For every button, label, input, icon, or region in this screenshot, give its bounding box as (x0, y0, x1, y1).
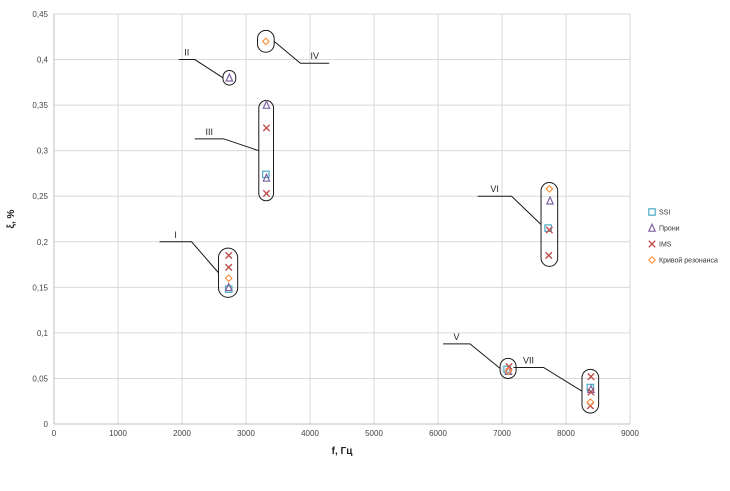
legend-marker (647, 255, 657, 265)
y-tick-label: 0,25 (32, 192, 48, 201)
y-tick-label: 0,1 (37, 329, 49, 338)
y-tick-label: 0,3 (37, 147, 49, 156)
x-tick-label: 5000 (365, 429, 383, 438)
legend-label: IMS (659, 242, 672, 249)
grid-layer (54, 13, 631, 424)
data-point (262, 172, 271, 182)
group-leader-line (477, 195, 542, 225)
y-tick-label: 0,2 (37, 238, 49, 247)
group-label: I (174, 230, 177, 240)
series-1 (224, 72, 596, 394)
group-leader-line (443, 343, 501, 369)
data-point (587, 372, 595, 381)
data-point (224, 274, 233, 283)
data-point (224, 282, 233, 292)
group-leader-line (159, 241, 219, 274)
legend-label: Прони (659, 226, 680, 233)
data-point (504, 367, 513, 376)
x-tick-label: 2000 (173, 429, 191, 438)
group-capsule (540, 182, 559, 267)
data-point (545, 195, 555, 205)
group-leader-line (273, 40, 330, 64)
group-label: II (184, 48, 189, 58)
group-label: VII (523, 356, 534, 366)
data-point (262, 189, 271, 198)
x-tick-label: 6000 (429, 429, 447, 438)
group-leader-line (194, 138, 259, 152)
y-tick-label: 0 (44, 420, 49, 429)
legend-marker (647, 222, 657, 232)
legend-label: Кривой резонанса (659, 257, 718, 265)
y-tick-label: 0,45 (32, 10, 48, 19)
group-label: V (454, 332, 460, 342)
axes-layer: 0 1000 2000 3000 4000 5000 6000 7000 8000 9000 0 0,… (6, 10, 639, 457)
series-3 (224, 37, 595, 407)
data-point (225, 263, 233, 271)
legend-label: SSI (659, 210, 670, 217)
y-tick-label: 0,05 (32, 374, 48, 383)
y-tick-label: 0,35 (32, 101, 48, 110)
group-label: III (205, 127, 213, 137)
x-tick-label: 7000 (493, 429, 511, 438)
data-point (225, 72, 234, 82)
legend-marker (648, 240, 656, 248)
data-point (545, 251, 553, 260)
group-label: VI (490, 184, 499, 194)
y-tick-label: 0,4 (37, 56, 49, 65)
data-point (262, 124, 271, 132)
series-0 (224, 170, 595, 392)
data-point (225, 251, 233, 260)
group-leader-line (513, 367, 583, 392)
series-2 (225, 124, 595, 410)
data-point (262, 99, 271, 109)
legend: SSI Прони IMS Кривой резонанса (647, 208, 718, 265)
y-axis-title: ξ, % (6, 209, 17, 228)
group-capsule (257, 29, 275, 53)
x-tick-label: 8000 (557, 429, 575, 438)
x-axis-title: f, Гц (332, 446, 354, 457)
x-tick-label: 4000 (301, 429, 319, 438)
legend-marker (648, 208, 656, 216)
data-point (262, 170, 270, 179)
data-point (545, 226, 554, 234)
x-tick-label: 1000 (109, 429, 127, 438)
points-layer (224, 37, 596, 410)
data-point (545, 184, 554, 193)
x-tick-label: 9000 (621, 429, 639, 438)
data-point (586, 398, 595, 407)
x-tick-label: 0 (52, 429, 57, 438)
data-point (261, 37, 270, 46)
group-label: IV (311, 51, 320, 61)
data-point (587, 388, 595, 396)
y-tick-label: 0,15 (32, 283, 48, 292)
group-leader-line (178, 59, 224, 79)
x-tick-label: 3000 (237, 429, 255, 438)
